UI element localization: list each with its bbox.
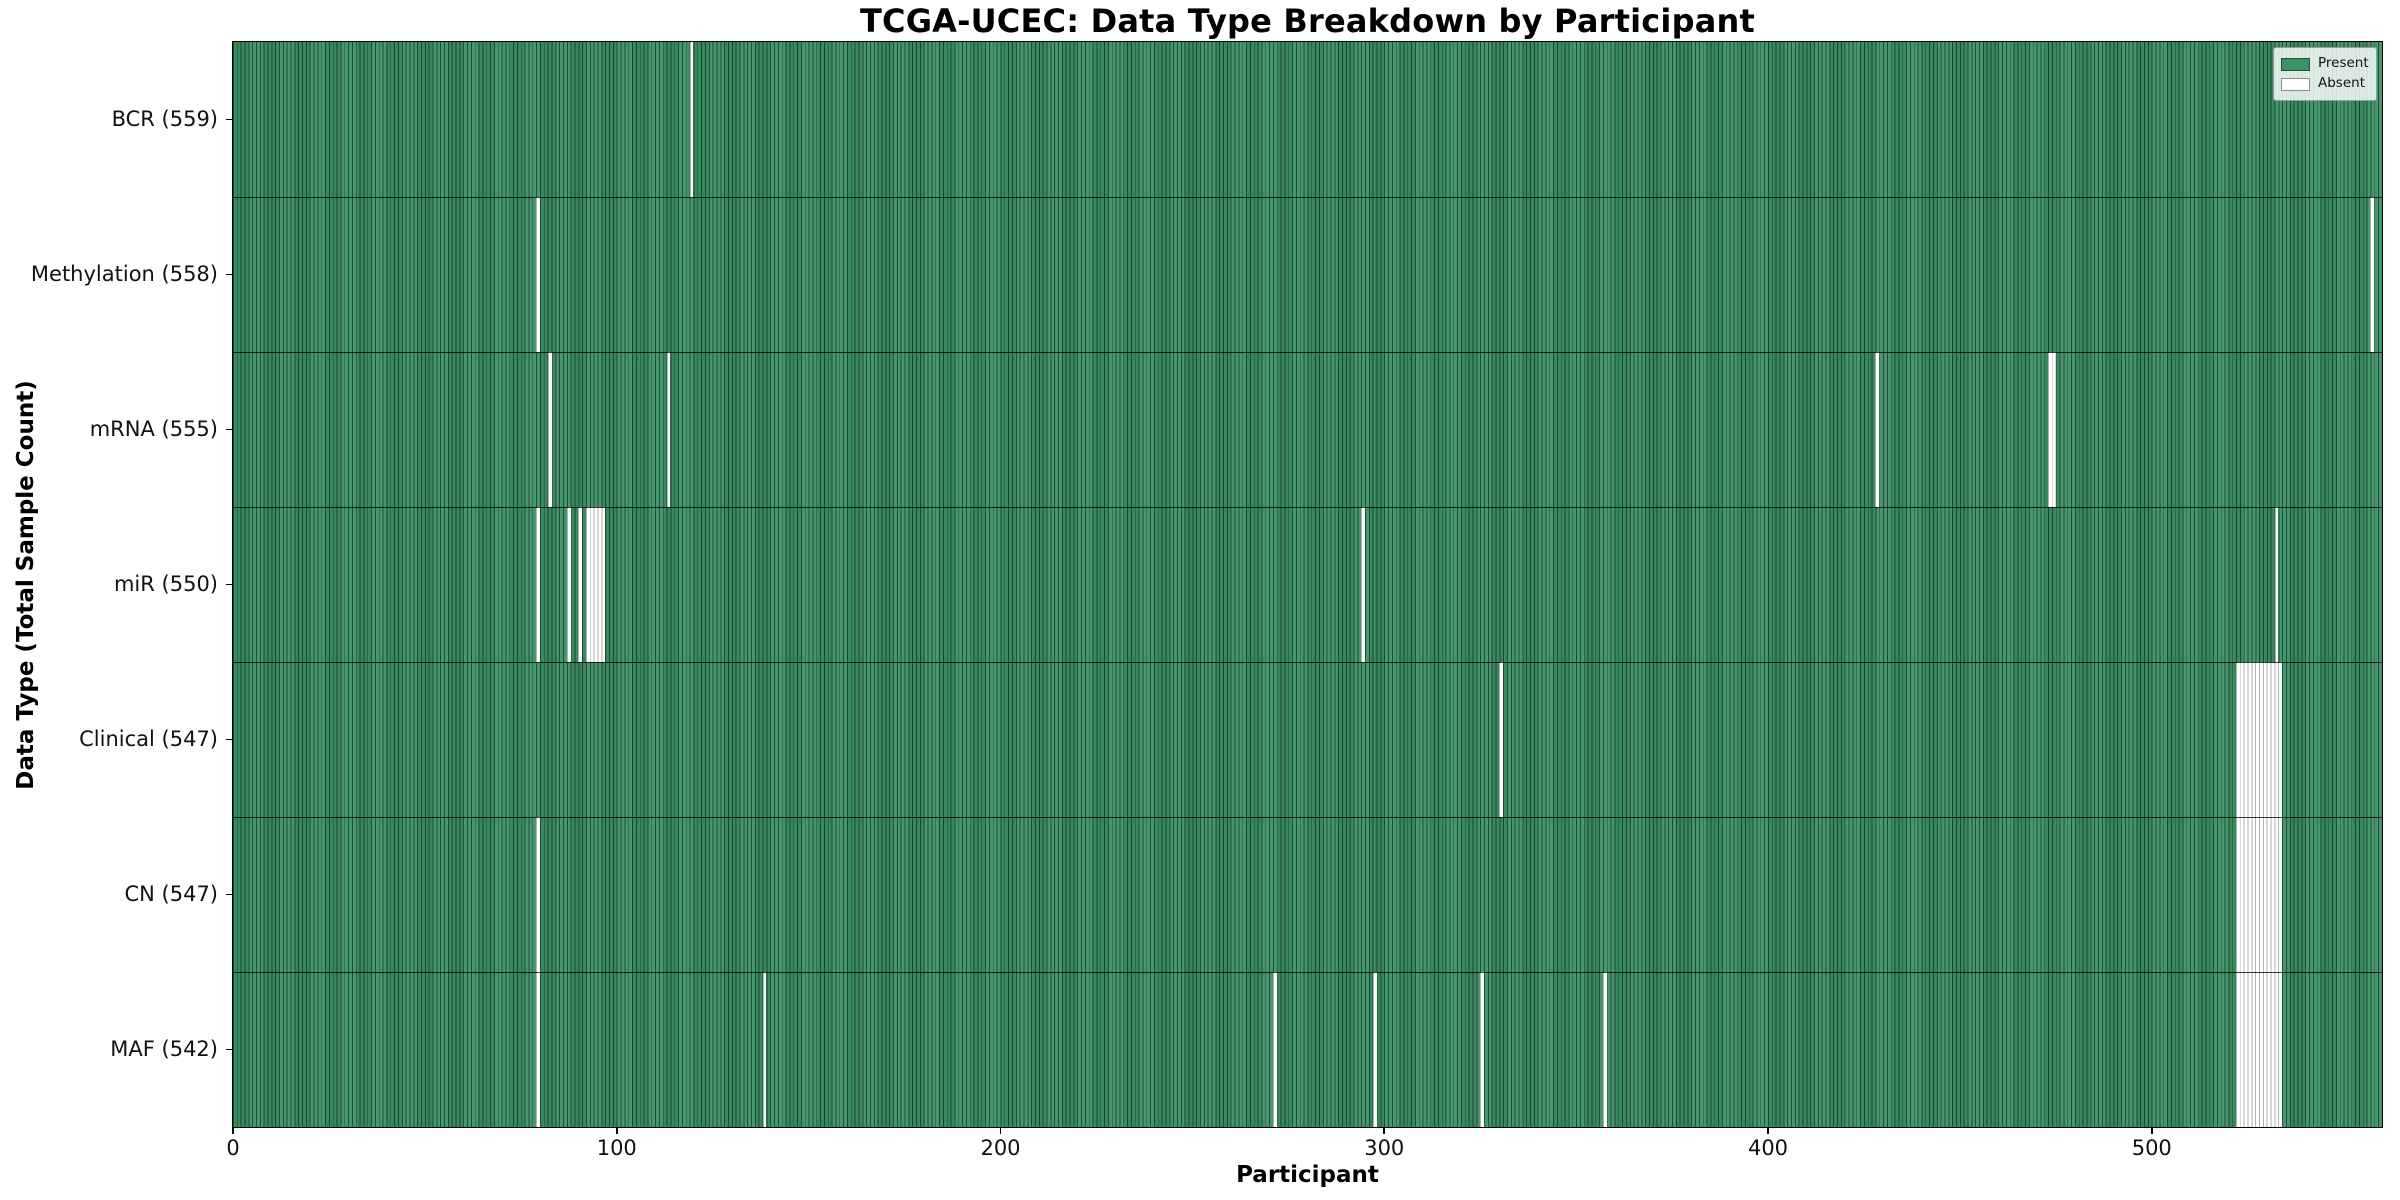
- y-tick-label-mRNA: mRNA (555): [89, 417, 218, 441]
- x-tick-mark: [1383, 1127, 1386, 1134]
- absent-gap-Clinical-522: [2236, 662, 2283, 817]
- absent-gap-mRNA-473: [2048, 352, 2056, 507]
- x-tick-mark: [615, 1127, 618, 1134]
- legend-entry-absent: Absent: [2281, 74, 2368, 94]
- chart-title: TCGA-UCEC: Data Type Breakdown by Partic…: [860, 2, 1755, 40]
- row-BCR: [233, 42, 2382, 197]
- legend-absent-label: Absent: [2318, 75, 2365, 92]
- absent-gap-Methylation-557: [2370, 197, 2375, 352]
- y-tick-label-MAF: MAF (542): [110, 1037, 218, 1061]
- row-separator: [233, 197, 2382, 199]
- absent-gap-MAF-325: [1480, 972, 1485, 1127]
- x-tick-label-500: 500: [2131, 1136, 2172, 1160]
- absent-gap-MAF-138: [762, 972, 767, 1127]
- y-tick-mark: [226, 273, 233, 276]
- absent-gap-miR-532: [2274, 507, 2279, 662]
- row-separator: [233, 352, 2382, 354]
- legend-present-swatch-icon: [2281, 57, 2310, 71]
- absent-gap-Clinical-330: [1499, 662, 1504, 817]
- legend: Present Absent: [2273, 47, 2377, 101]
- y-tick-mark: [226, 428, 233, 431]
- x-tick-mark: [1767, 1127, 1769, 1134]
- absent-gap-mRNA-82: [547, 352, 552, 507]
- absent-gap-CN-522: [2236, 817, 2283, 972]
- y-tick-mark: [226, 893, 233, 896]
- y-tick-label-Methylation: Methylation (558): [30, 262, 218, 286]
- row-separator: [233, 507, 2382, 509]
- y-tick-mark: [226, 118, 233, 121]
- absent-gap-MAF-271: [1272, 972, 1277, 1127]
- y-tick-label-miR: miR (550): [113, 572, 218, 596]
- row-separator: [233, 817, 2382, 819]
- x-tick-label-200: 200: [980, 1136, 1021, 1160]
- y-tick-mark: [226, 583, 233, 586]
- absent-gap-mRNA-113: [666, 352, 671, 507]
- absent-gap-Methylation-79: [536, 197, 540, 352]
- absent-gap-miR-294: [1361, 507, 1366, 662]
- row-separator: [233, 662, 2382, 664]
- x-tick-label-400: 400: [1747, 1136, 1789, 1160]
- y-tick-label-CN: CN (547): [124, 882, 218, 906]
- absent-gap-mRNA-428: [1875, 352, 1880, 507]
- row-CN: [233, 817, 2382, 972]
- x-tick-label-0: 0: [226, 1136, 240, 1160]
- absent-gap-miR-92: [586, 507, 606, 662]
- absent-gap-miR-87: [566, 507, 571, 662]
- x-tick-mark: [2150, 1127, 2153, 1134]
- x-tick-mark: [999, 1127, 1002, 1134]
- absent-gap-MAF-357: [1602, 972, 1607, 1127]
- legend-absent-swatch-icon: [2281, 77, 2310, 91]
- absent-gap-BCR-119: [689, 42, 694, 197]
- y-tick-mark: [226, 738, 233, 741]
- row-Methylation: [233, 197, 2382, 352]
- absent-gap-miR-79: [536, 507, 540, 662]
- y-tick-mark: [226, 1048, 233, 1051]
- legend-entry-present: Present: [2281, 54, 2369, 74]
- row-MAF: [233, 972, 2382, 1127]
- row-mRNA: [233, 352, 2382, 507]
- legend-present-label: Present: [2318, 55, 2369, 72]
- x-tick-label-300: 300: [1364, 1136, 1405, 1160]
- x-tick-label-100: 100: [596, 1136, 637, 1160]
- y-tick-label-Clinical: Clinical (547): [79, 727, 218, 751]
- absent-gap-CN-79: [536, 817, 540, 972]
- absent-gap-MAF-297: [1372, 972, 1377, 1127]
- absent-gap-miR-90: [578, 507, 583, 662]
- y-tick-label-BCR: BCR (559): [111, 107, 218, 131]
- x-axis-label: Participant: [1236, 1162, 1379, 1188]
- absent-gap-MAF-522: [2236, 972, 2283, 1127]
- x-tick-mark: [232, 1127, 234, 1134]
- absent-gap-MAF-79: [536, 972, 540, 1127]
- plot-area: Present Absent: [232, 41, 2383, 1128]
- row-separator: [233, 972, 2382, 974]
- row-miR: [233, 507, 2382, 662]
- row-Clinical: [233, 662, 2382, 817]
